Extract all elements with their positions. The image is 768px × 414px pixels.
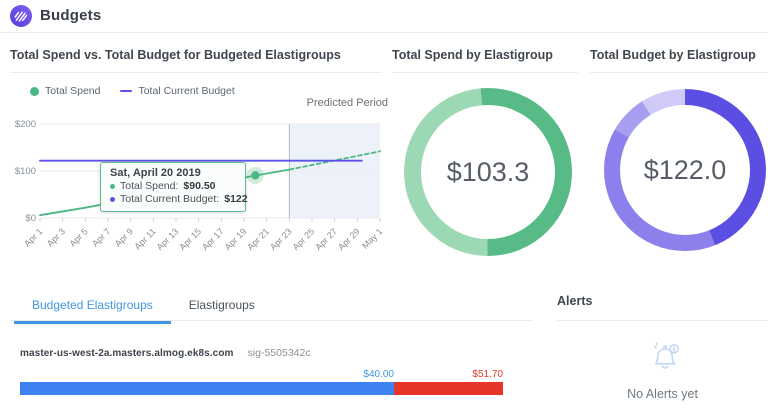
svg-text:$0: $0 — [25, 213, 36, 224]
legend-dot-icon — [30, 86, 39, 96]
divider — [590, 72, 768, 73]
alerts-title: Alerts — [557, 294, 593, 308]
tab-budgeted-elastigroups[interactable]: Budgeted Elastigroups — [14, 292, 171, 324]
svg-text:Apr 5: Apr 5 — [67, 226, 89, 248]
bell-icon — [644, 336, 686, 378]
svg-text:Apr 17: Apr 17 — [200, 226, 226, 252]
tab-elastigroups[interactable]: Elastigroups — [188, 298, 255, 312]
elastigroup-name: master-us-west-2a.masters.almog.ek8s.com — [20, 348, 234, 359]
legend-line-icon — [120, 89, 133, 93]
total-spend-donut-chart: $103.3 — [404, 88, 572, 256]
budget-amount-label: $40.00 — [363, 369, 394, 380]
divider — [392, 72, 578, 73]
overage-bar-segment[interactable] — [394, 382, 503, 395]
svg-text:Apr 1: Apr 1 — [22, 226, 44, 248]
svg-text:Apr 19: Apr 19 — [223, 226, 249, 252]
legend-item-total-spend[interactable]: Total Spend — [30, 85, 100, 97]
svg-text:Apr 15: Apr 15 — [177, 226, 203, 252]
budget-bar-segment[interactable] — [20, 382, 394, 395]
legend-label: Total Spend — [45, 85, 101, 97]
top-bar: Budgets — [0, 0, 768, 33]
spend-vs-budget-chart[interactable]: $0 $100 $200 Apr 1 Apr 3 Apr 5 Apr 7 Apr 9 Apr 1… — [0, 110, 392, 270]
tooltip-spend-value: $90.50 — [183, 180, 216, 192]
tooltip-row-budget: Total Current Budget: $122 — [110, 193, 248, 206]
no-alerts-text: No Alerts yet — [627, 387, 698, 401]
elastigroup-row[interactable]: master-us-west-2a.masters.almog.ek8s.com… — [20, 347, 311, 359]
svg-text:Apr 7: Apr 7 — [90, 226, 112, 248]
svg-text:$200: $200 — [15, 119, 36, 130]
spot-logo-icon — [10, 5, 32, 27]
svg-text:Apr 13: Apr 13 — [155, 226, 181, 252]
total-spend-value: $103.3 — [446, 156, 530, 187]
chart-legend: Total Spend Total Current Budget — [30, 85, 235, 97]
svg-text:Apr 27: Apr 27 — [313, 226, 339, 252]
budget-bullet-icon — [110, 197, 115, 202]
chart-tooltip: Sat, April 20 2019 Total Spend: $90.50 T… — [100, 162, 248, 212]
svg-text:Apr 25: Apr 25 — [291, 226, 317, 252]
tooltip-spend-label: Total Spend: — [120, 180, 179, 192]
tab-bar: Budgeted Elastigroups Elastigroups — [14, 292, 273, 324]
spend-donut-title: Total Spend by Elastigroup — [392, 48, 553, 62]
legend-label: Total Current Budget — [138, 85, 235, 97]
donut-hole: $122.0 — [620, 105, 750, 235]
divider — [10, 320, 532, 321]
svg-text:Apr 3: Apr 3 — [45, 226, 67, 248]
tooltip-budget-label: Total Current Budget: — [120, 193, 220, 205]
spend-chart-title: Total Spend vs. Total Budget for Budgete… — [10, 48, 341, 62]
svg-text:Apr 11: Apr 11 — [132, 226, 157, 251]
page-title: Budgets — [40, 7, 102, 24]
total-budget-value: $122.0 — [643, 154, 727, 185]
tooltip-date: Sat, April 20 2019 — [110, 167, 201, 179]
svg-text:Apr 21: Apr 21 — [245, 226, 271, 252]
donut-hole: $103.3 — [421, 105, 555, 239]
divider — [557, 320, 768, 321]
svg-text:$100: $100 — [15, 166, 36, 177]
divider — [10, 72, 382, 73]
predicted-period-label: Predicted Period — [306, 97, 388, 109]
svg-text:May 1: May 1 — [360, 226, 384, 250]
budget-donut-title: Total Budget by Elastigroup — [590, 48, 756, 62]
tooltip-budget-value: $122 — [224, 193, 248, 205]
elastigroup-sig-id: sig-5505342c — [247, 347, 311, 359]
legend-item-total-budget[interactable]: Total Current Budget — [120, 85, 235, 97]
tooltip-row-spend: Total Spend: $90.50 — [110, 180, 236, 193]
svg-text:Apr 29: Apr 29 — [336, 226, 362, 252]
total-budget-donut-chart: $122.0 — [604, 89, 766, 251]
spend-amount-label: $51.70 — [472, 369, 503, 380]
svg-text:Apr 23: Apr 23 — [268, 226, 294, 252]
spend-bullet-icon — [110, 184, 115, 189]
